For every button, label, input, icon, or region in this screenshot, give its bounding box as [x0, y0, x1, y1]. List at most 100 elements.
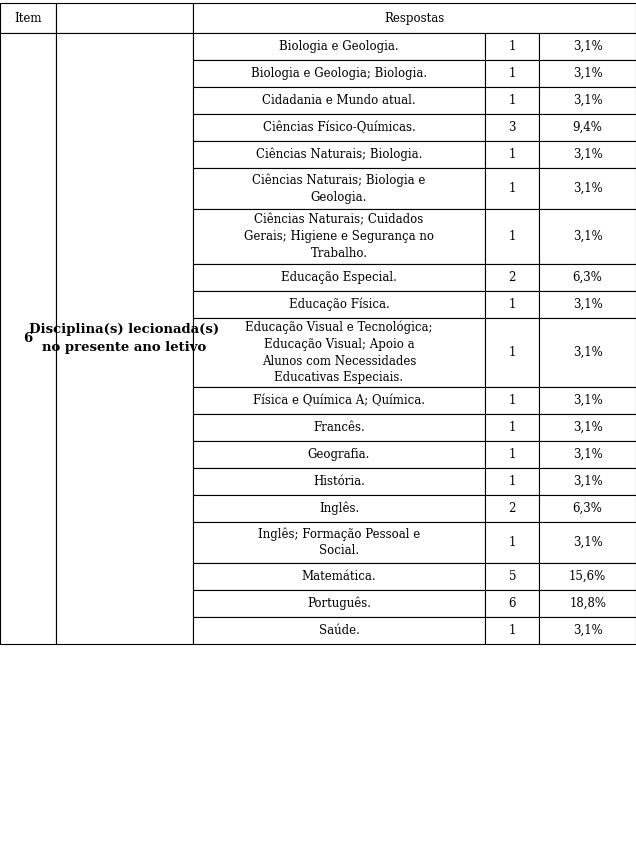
Bar	[485, 617, 539, 644]
Bar	[539, 590, 636, 617]
Text: Inglês; Formação Pessoal e
Social.: Inglês; Formação Pessoal e Social.	[258, 527, 420, 558]
Text: Item: Item	[14, 12, 42, 25]
Text: 3,1%: 3,1%	[573, 94, 602, 107]
Bar	[539, 387, 636, 414]
Text: Física e Química A; Química.: Física e Química A; Química.	[253, 394, 425, 407]
Bar	[485, 590, 539, 617]
Bar	[539, 114, 636, 141]
Text: 1: 1	[509, 394, 516, 407]
Bar	[193, 168, 485, 209]
Bar	[485, 563, 539, 590]
Bar	[539, 617, 636, 644]
Bar	[485, 495, 539, 522]
Bar	[193, 522, 485, 563]
Bar	[193, 60, 485, 87]
Text: 3,1%: 3,1%	[573, 475, 602, 488]
Text: 6,3%: 6,3%	[573, 502, 602, 515]
Bar	[539, 33, 636, 60]
Text: 1: 1	[509, 230, 516, 243]
Bar	[0, 33, 56, 644]
Bar	[539, 318, 636, 387]
Text: Saúde.: Saúde.	[319, 624, 359, 637]
Text: 2: 2	[509, 271, 516, 284]
Text: 6,3%: 6,3%	[573, 271, 602, 284]
Text: Ciências Físico-Químicas.: Ciências Físico-Químicas.	[263, 121, 415, 134]
Text: Educação Visual e Tecnológica;
Educação Visual; Apoio a
Alunos com Necessidades
: Educação Visual e Tecnológica; Educação …	[245, 321, 432, 384]
Bar	[193, 563, 485, 590]
Text: 1: 1	[509, 536, 516, 549]
Bar	[56, 33, 193, 644]
Text: 3,1%: 3,1%	[573, 298, 602, 311]
Text: 3,1%: 3,1%	[573, 40, 602, 53]
Bar	[539, 60, 636, 87]
Text: 1: 1	[509, 40, 516, 53]
Bar	[485, 114, 539, 141]
Bar	[485, 209, 539, 264]
Bar	[485, 60, 539, 87]
Text: Matemática.: Matemática.	[301, 570, 377, 583]
Text: 3,1%: 3,1%	[573, 182, 602, 195]
Text: 1: 1	[509, 148, 516, 161]
Text: Disciplina(s) lecionada(s)
no presente ano letivo: Disciplina(s) lecionada(s) no presente a…	[29, 323, 219, 354]
Text: Francês.: Francês.	[313, 421, 365, 434]
Text: 3,1%: 3,1%	[573, 346, 602, 359]
Text: 2: 2	[509, 502, 516, 515]
Bar	[485, 468, 539, 495]
Bar	[485, 291, 539, 318]
Text: 1: 1	[509, 67, 516, 80]
Text: 1: 1	[509, 298, 516, 311]
Text: Geografia.: Geografia.	[308, 448, 370, 461]
Text: 3,1%: 3,1%	[573, 148, 602, 161]
Bar	[193, 441, 485, 468]
Bar	[193, 3, 636, 33]
Bar	[193, 318, 485, 387]
Bar	[193, 468, 485, 495]
Bar	[485, 141, 539, 168]
Text: Biologia e Geologia; Biologia.: Biologia e Geologia; Biologia.	[251, 67, 427, 80]
Text: 1: 1	[509, 448, 516, 461]
Bar	[539, 522, 636, 563]
Text: 15,6%: 15,6%	[569, 570, 606, 583]
Bar	[539, 264, 636, 291]
Text: 3,1%: 3,1%	[573, 421, 602, 434]
Text: 1: 1	[509, 94, 516, 107]
Bar	[539, 141, 636, 168]
Text: 3,1%: 3,1%	[573, 448, 602, 461]
Bar	[485, 87, 539, 114]
Text: Cidadania e Mundo atual.: Cidadania e Mundo atual.	[262, 94, 416, 107]
Bar	[193, 209, 485, 264]
Text: 6: 6	[24, 332, 32, 345]
Text: Educação Física.: Educação Física.	[289, 298, 389, 312]
Bar	[539, 168, 636, 209]
Bar	[193, 387, 485, 414]
Bar	[193, 590, 485, 617]
Text: Educação Especial.: Educação Especial.	[281, 271, 397, 284]
Bar	[193, 264, 485, 291]
Bar	[0, 3, 56, 33]
Bar	[539, 414, 636, 441]
Bar	[56, 3, 193, 33]
Text: 18,8%: 18,8%	[569, 597, 606, 610]
Text: História.: História.	[313, 475, 365, 488]
Text: Ciências Naturais; Cuidados
Gerais; Higiene e Segurança no
Trabalho.: Ciências Naturais; Cuidados Gerais; Higi…	[244, 213, 434, 260]
Bar	[539, 495, 636, 522]
Text: 1: 1	[509, 421, 516, 434]
Text: 1: 1	[509, 624, 516, 637]
Text: 1: 1	[509, 182, 516, 195]
Text: 5: 5	[509, 570, 516, 583]
Bar	[485, 414, 539, 441]
Bar	[539, 87, 636, 114]
Text: 3,1%: 3,1%	[573, 624, 602, 637]
Text: 3,1%: 3,1%	[573, 394, 602, 407]
Bar	[539, 441, 636, 468]
Bar	[539, 468, 636, 495]
Text: 9,4%: 9,4%	[573, 121, 602, 134]
Bar	[485, 441, 539, 468]
Bar	[485, 318, 539, 387]
Bar	[485, 168, 539, 209]
Text: 1: 1	[509, 475, 516, 488]
Bar	[193, 414, 485, 441]
Text: Inglês.: Inglês.	[319, 502, 359, 515]
Text: Português.: Português.	[307, 597, 371, 610]
Text: Ciências Naturais; Biologia.: Ciências Naturais; Biologia.	[256, 148, 422, 161]
